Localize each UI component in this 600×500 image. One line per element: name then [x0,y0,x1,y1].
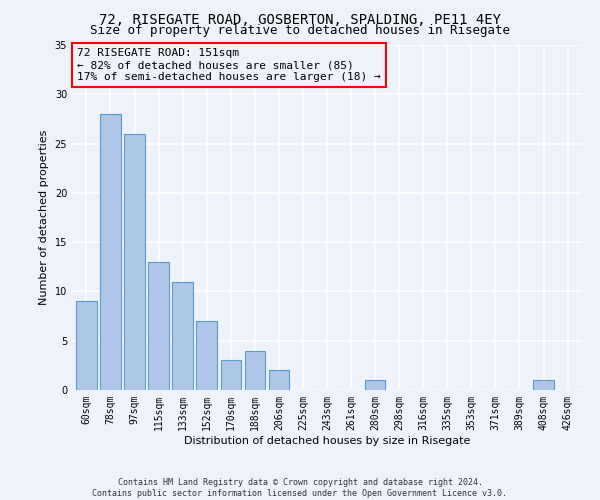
Bar [533,380,554,390]
Bar [196,321,217,390]
Bar [100,114,121,390]
Bar [269,370,289,390]
Text: 72, RISEGATE ROAD, GOSBERTON, SPALDING, PE11 4EY: 72, RISEGATE ROAD, GOSBERTON, SPALDING, … [99,12,501,26]
X-axis label: Distribution of detached houses by size in Risegate: Distribution of detached houses by size … [184,436,470,446]
Bar [172,282,193,390]
Bar [221,360,241,390]
Text: 72 RISEGATE ROAD: 151sqm
← 82% of detached houses are smaller (85)
17% of semi-d: 72 RISEGATE ROAD: 151sqm ← 82% of detach… [77,48,381,82]
Bar [245,350,265,390]
Text: Contains HM Land Registry data © Crown copyright and database right 2024.
Contai: Contains HM Land Registry data © Crown c… [92,478,508,498]
Bar [365,380,385,390]
Bar [148,262,169,390]
Y-axis label: Number of detached properties: Number of detached properties [39,130,49,305]
Text: Size of property relative to detached houses in Risegate: Size of property relative to detached ho… [90,24,510,37]
Bar [124,134,145,390]
Bar [76,302,97,390]
